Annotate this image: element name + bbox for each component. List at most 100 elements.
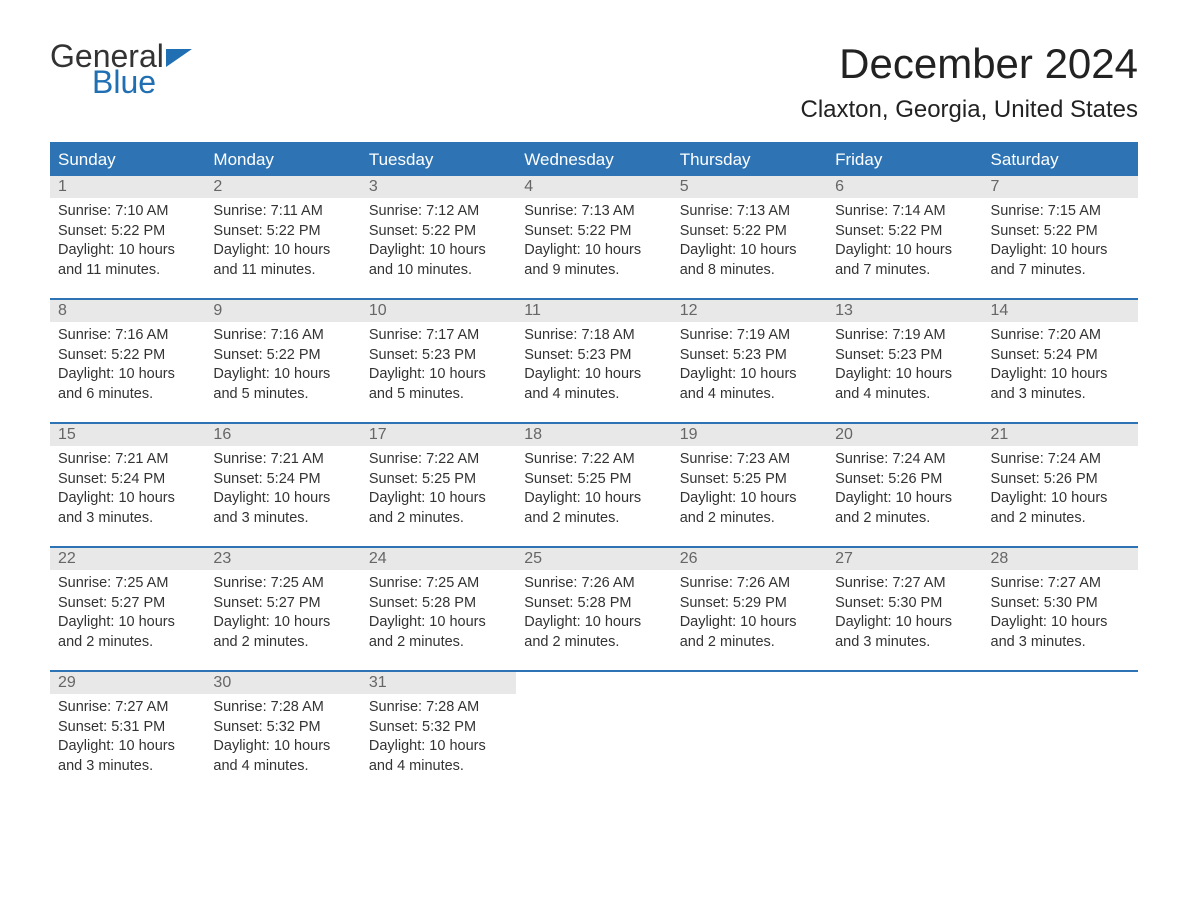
sunrise-line: Sunrise: 7:17 AM — [369, 326, 508, 346]
daylight-line: Daylight: 10 hours and 3 minutes. — [213, 489, 352, 528]
day-cell — [516, 672, 671, 794]
daylight-line: Daylight: 10 hours and 4 minutes. — [213, 737, 352, 776]
day-number: 17 — [361, 424, 516, 446]
sunrise-line: Sunrise: 7:26 AM — [680, 574, 819, 594]
daylight-line: Daylight: 10 hours and 2 minutes. — [58, 613, 197, 652]
sunset-line: Sunset: 5:24 PM — [213, 470, 352, 490]
location: Claxton, Georgia, United States — [800, 96, 1138, 124]
daylight-line: Daylight: 10 hours and 2 minutes. — [213, 613, 352, 652]
day-cell: 24Sunrise: 7:25 AMSunset: 5:28 PMDayligh… — [361, 548, 516, 670]
day-body: Sunrise: 7:24 AMSunset: 5:26 PMDaylight:… — [827, 446, 982, 538]
sunrise-line: Sunrise: 7:18 AM — [524, 326, 663, 346]
sunset-line: Sunset: 5:22 PM — [680, 222, 819, 242]
day-cell — [827, 672, 982, 794]
day-number: 7 — [983, 176, 1138, 198]
day-number: 24 — [361, 548, 516, 570]
day-cell: 28Sunrise: 7:27 AMSunset: 5:30 PMDayligh… — [983, 548, 1138, 670]
day-body: Sunrise: 7:19 AMSunset: 5:23 PMDaylight:… — [827, 322, 982, 414]
day-cell: 31Sunrise: 7:28 AMSunset: 5:32 PMDayligh… — [361, 672, 516, 794]
sunrise-line: Sunrise: 7:15 AM — [991, 202, 1130, 222]
sunrise-line: Sunrise: 7:23 AM — [680, 450, 819, 470]
title-block: December 2024 Claxton, Georgia, United S… — [800, 40, 1138, 138]
sunset-line: Sunset: 5:23 PM — [524, 346, 663, 366]
day-number: 5 — [672, 176, 827, 198]
day-number: 21 — [983, 424, 1138, 446]
sunrise-line: Sunrise: 7:28 AM — [213, 698, 352, 718]
day-cell: 1Sunrise: 7:10 AMSunset: 5:22 PMDaylight… — [50, 176, 205, 298]
day-body: Sunrise: 7:27 AMSunset: 5:30 PMDaylight:… — [983, 570, 1138, 662]
sunrise-line: Sunrise: 7:26 AM — [524, 574, 663, 594]
day-body: Sunrise: 7:10 AMSunset: 5:22 PMDaylight:… — [50, 198, 205, 290]
logo-word2: Blue — [92, 66, 192, 98]
day-cell: 3Sunrise: 7:12 AMSunset: 5:22 PMDaylight… — [361, 176, 516, 298]
day-body: Sunrise: 7:15 AMSunset: 5:22 PMDaylight:… — [983, 198, 1138, 290]
daylight-line: Daylight: 10 hours and 9 minutes. — [524, 241, 663, 280]
day-cell: 6Sunrise: 7:14 AMSunset: 5:22 PMDaylight… — [827, 176, 982, 298]
day-number: 16 — [205, 424, 360, 446]
day-cell: 20Sunrise: 7:24 AMSunset: 5:26 PMDayligh… — [827, 424, 982, 546]
day-body: Sunrise: 7:22 AMSunset: 5:25 PMDaylight:… — [361, 446, 516, 538]
sunrise-line: Sunrise: 7:19 AM — [680, 326, 819, 346]
day-number: 4 — [516, 176, 671, 198]
day-of-week-header: Sunday Monday Tuesday Wednesday Thursday… — [50, 144, 1138, 176]
daylight-line: Daylight: 10 hours and 2 minutes. — [369, 613, 508, 652]
day-number: 2 — [205, 176, 360, 198]
day-body: Sunrise: 7:12 AMSunset: 5:22 PMDaylight:… — [361, 198, 516, 290]
sunset-line: Sunset: 5:22 PM — [58, 222, 197, 242]
daylight-line: Daylight: 10 hours and 2 minutes. — [524, 613, 663, 652]
day-number: 29 — [50, 672, 205, 694]
day-body: Sunrise: 7:21 AMSunset: 5:24 PMDaylight:… — [50, 446, 205, 538]
sunset-line: Sunset: 5:28 PM — [524, 594, 663, 614]
day-number: 27 — [827, 548, 982, 570]
day-cell: 18Sunrise: 7:22 AMSunset: 5:25 PMDayligh… — [516, 424, 671, 546]
day-body: Sunrise: 7:25 AMSunset: 5:27 PMDaylight:… — [205, 570, 360, 662]
dow-thu: Thursday — [672, 144, 827, 176]
day-body: Sunrise: 7:13 AMSunset: 5:22 PMDaylight:… — [672, 198, 827, 290]
day-number: 15 — [50, 424, 205, 446]
daylight-line: Daylight: 10 hours and 3 minutes. — [991, 613, 1130, 652]
day-cell: 27Sunrise: 7:27 AMSunset: 5:30 PMDayligh… — [827, 548, 982, 670]
day-cell: 5Sunrise: 7:13 AMSunset: 5:22 PMDaylight… — [672, 176, 827, 298]
sunrise-line: Sunrise: 7:16 AM — [58, 326, 197, 346]
sunset-line: Sunset: 5:23 PM — [680, 346, 819, 366]
day-cell: 25Sunrise: 7:26 AMSunset: 5:28 PMDayligh… — [516, 548, 671, 670]
day-cell: 9Sunrise: 7:16 AMSunset: 5:22 PMDaylight… — [205, 300, 360, 422]
day-cell — [983, 672, 1138, 794]
sunset-line: Sunset: 5:30 PM — [991, 594, 1130, 614]
day-cell: 14Sunrise: 7:20 AMSunset: 5:24 PMDayligh… — [983, 300, 1138, 422]
day-number: 3 — [361, 176, 516, 198]
sunrise-line: Sunrise: 7:16 AM — [213, 326, 352, 346]
day-body: Sunrise: 7:26 AMSunset: 5:29 PMDaylight:… — [672, 570, 827, 662]
sunrise-line: Sunrise: 7:13 AM — [680, 202, 819, 222]
daylight-line: Daylight: 10 hours and 2 minutes. — [524, 489, 663, 528]
day-number: 6 — [827, 176, 982, 198]
week-row: 15Sunrise: 7:21 AMSunset: 5:24 PMDayligh… — [50, 422, 1138, 546]
day-body: Sunrise: 7:27 AMSunset: 5:31 PMDaylight:… — [50, 694, 205, 786]
day-body: Sunrise: 7:13 AMSunset: 5:22 PMDaylight:… — [516, 198, 671, 290]
day-number: 18 — [516, 424, 671, 446]
daylight-line: Daylight: 10 hours and 5 minutes. — [369, 365, 508, 404]
daylight-line: Daylight: 10 hours and 11 minutes. — [58, 241, 197, 280]
day-cell: 22Sunrise: 7:25 AMSunset: 5:27 PMDayligh… — [50, 548, 205, 670]
day-number: 1 — [50, 176, 205, 198]
sunrise-line: Sunrise: 7:27 AM — [835, 574, 974, 594]
sunrise-line: Sunrise: 7:20 AM — [991, 326, 1130, 346]
month-title: December 2024 — [800, 40, 1138, 88]
daylight-line: Daylight: 10 hours and 10 minutes. — [369, 241, 508, 280]
day-cell — [672, 672, 827, 794]
sunset-line: Sunset: 5:32 PM — [369, 718, 508, 738]
sunrise-line: Sunrise: 7:24 AM — [991, 450, 1130, 470]
day-cell: 16Sunrise: 7:21 AMSunset: 5:24 PMDayligh… — [205, 424, 360, 546]
day-cell: 7Sunrise: 7:15 AMSunset: 5:22 PMDaylight… — [983, 176, 1138, 298]
daylight-line: Daylight: 10 hours and 2 minutes. — [369, 489, 508, 528]
sunrise-line: Sunrise: 7:24 AM — [835, 450, 974, 470]
day-body: Sunrise: 7:16 AMSunset: 5:22 PMDaylight:… — [50, 322, 205, 414]
day-cell: 15Sunrise: 7:21 AMSunset: 5:24 PMDayligh… — [50, 424, 205, 546]
day-body: Sunrise: 7:18 AMSunset: 5:23 PMDaylight:… — [516, 322, 671, 414]
day-number: 9 — [205, 300, 360, 322]
day-cell: 23Sunrise: 7:25 AMSunset: 5:27 PMDayligh… — [205, 548, 360, 670]
sunset-line: Sunset: 5:22 PM — [213, 346, 352, 366]
sunset-line: Sunset: 5:25 PM — [369, 470, 508, 490]
daylight-line: Daylight: 10 hours and 2 minutes. — [835, 489, 974, 528]
sunrise-line: Sunrise: 7:22 AM — [524, 450, 663, 470]
